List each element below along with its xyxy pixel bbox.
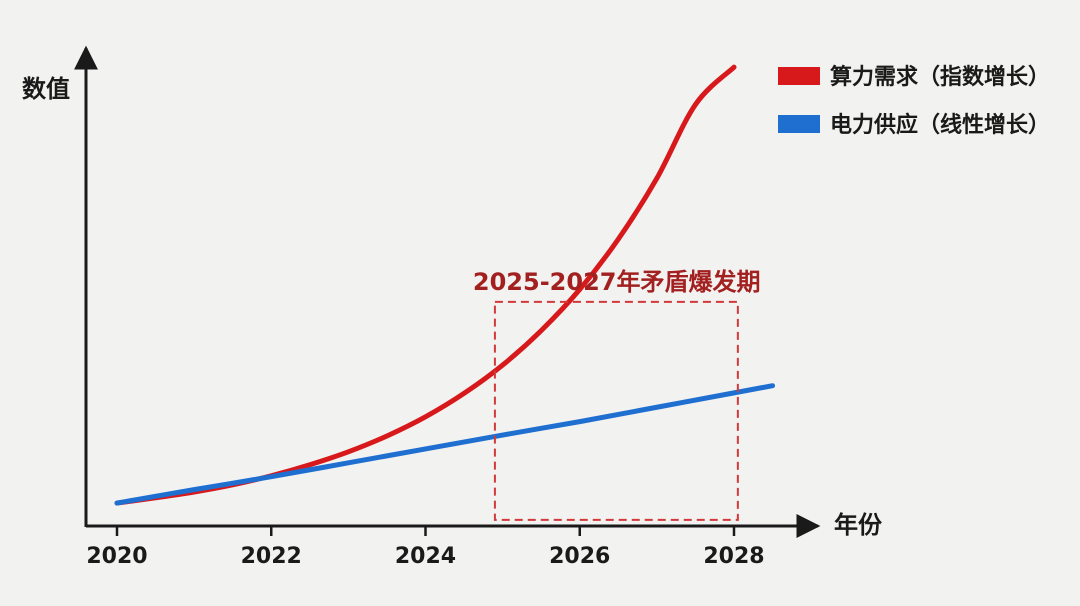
series-layer (114, 64, 776, 506)
legend-label-1: 电力供应（线性增长） (830, 112, 1050, 138)
legend-swatch-1 (778, 115, 820, 133)
y-axis-label: 数值 (22, 75, 70, 103)
annotation-box-0 (493, 300, 739, 521)
legend-swatch-0 (778, 67, 820, 85)
x-tick-label-2026: 2026 (549, 544, 610, 569)
x-tick-label-2020: 2020 (86, 544, 147, 569)
annotation-layer: 2025-2027年矛盾爆发期 (473, 268, 761, 521)
x-tick-label-2024: 2024 (395, 544, 456, 569)
x-ticks: 2020 2022 2024 2026 2028 (86, 526, 765, 569)
legend: 算力需求（指数增长） 电力供应（线性增长） (778, 64, 1050, 138)
x-tick-label-2022: 2022 (241, 544, 302, 569)
x-tick-label-2028: 2028 (703, 544, 764, 569)
series-line-1 (114, 383, 776, 506)
annotation-label-0: 2025-2027年矛盾爆发期 (473, 268, 761, 296)
x-axis-label: 年份 (834, 511, 883, 539)
legend-label-0: 算力需求（指数增长） (830, 64, 1050, 90)
